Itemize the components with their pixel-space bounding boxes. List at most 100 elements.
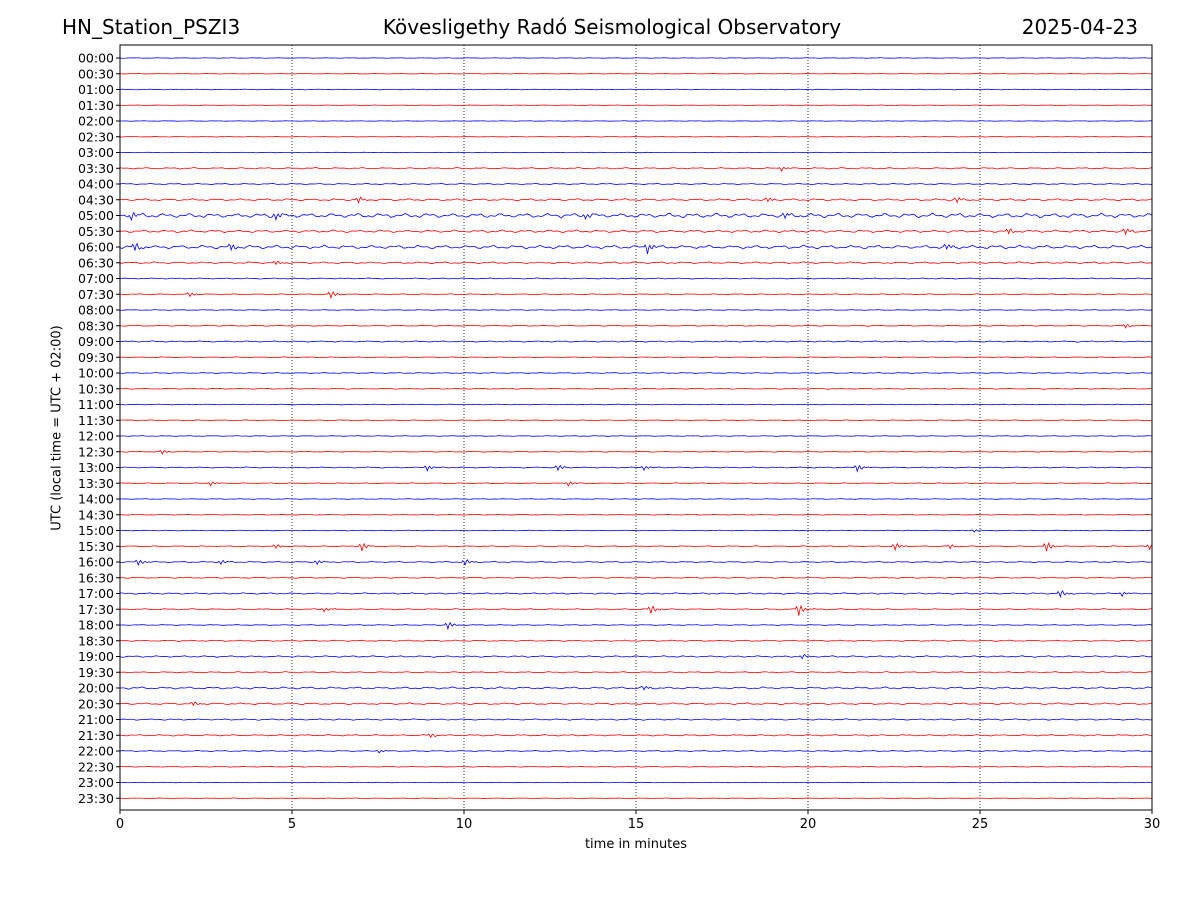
trace-row [120, 781, 1153, 784]
y-tick-label: 16:00 [78, 555, 114, 570]
y-tick-label: 02:00 [78, 114, 114, 129]
x-tick-label: 0 [116, 817, 124, 832]
y-tick-label: 16:30 [78, 570, 114, 585]
y-tick-label: 14:30 [78, 507, 114, 522]
y-tick-label: 00:30 [78, 66, 114, 81]
trace-row [119, 701, 1153, 707]
trace-row [119, 671, 1153, 674]
y-tick-label: 01:30 [78, 98, 114, 113]
trace-row [119, 403, 1153, 406]
y-tick-label: 13:00 [78, 460, 114, 475]
y-tick-label: 19:00 [78, 649, 114, 664]
trace-row [120, 136, 1153, 138]
y-tick-label: 17:30 [78, 602, 114, 617]
trace-row [119, 589, 1153, 599]
y-tick-label: 15:30 [78, 539, 114, 554]
trace-row [119, 356, 1153, 359]
y-tick-label: 05:30 [78, 224, 114, 239]
trace-row [119, 73, 1153, 75]
trace-row [120, 449, 1153, 455]
y-tick-label: 03:30 [78, 161, 114, 176]
y-tick-label: 06:00 [78, 240, 114, 255]
trace-row [119, 166, 1153, 173]
y-tick-label: 19:30 [78, 665, 114, 680]
trace-row [119, 323, 1153, 329]
trace-row [119, 559, 1153, 567]
trace-row [119, 685, 1153, 691]
x-tick-label: 30 [1144, 817, 1161, 832]
trace-row [119, 529, 1153, 533]
y-tick-label: 08:30 [78, 318, 114, 333]
trace-row [119, 718, 1153, 721]
trace-row [119, 277, 1153, 280]
trace-row [119, 57, 1153, 59]
trace-row [119, 242, 1153, 255]
trace-row [119, 639, 1153, 642]
trace-row [119, 621, 1153, 631]
y-tick-label: 02:30 [78, 129, 114, 144]
trace-row [119, 481, 1153, 487]
y-tick-label: 12:00 [78, 429, 114, 444]
station-title: HN_Station_PSZI3 [62, 15, 241, 39]
trace-row [119, 498, 1153, 500]
trace-row [120, 291, 1153, 300]
trace-row [119, 196, 1153, 204]
trace-row [119, 228, 1153, 236]
x-axis-label: time in minutes [584, 837, 688, 852]
y-tick-label: 20:30 [78, 696, 114, 711]
y-tick-label: 20:00 [78, 681, 114, 696]
trace-row [119, 513, 1153, 516]
trace-row [120, 797, 1153, 799]
y-tick-label: 23:30 [78, 791, 114, 806]
y-tick-label: 03:00 [78, 145, 114, 160]
x-tick-label: 20 [800, 817, 817, 832]
y-tick-label: 23:00 [78, 775, 114, 790]
trace-row [119, 435, 1153, 437]
trace-row [119, 653, 1153, 660]
y-tick-label: 08:00 [78, 303, 114, 318]
y-tick-label: 15:00 [78, 523, 114, 538]
trace-row [119, 576, 1153, 579]
date-title: 2025-04-23 [1021, 15, 1138, 39]
x-tick-label: 10 [456, 817, 473, 832]
trace-row [119, 211, 1153, 222]
y-tick-label: 05:00 [78, 208, 114, 223]
y-tick-label: 12:30 [78, 444, 114, 459]
trace-row [119, 88, 1153, 91]
y-tick-label: 18:00 [78, 618, 114, 633]
trace-row [119, 151, 1153, 154]
y-tick-label: 06:30 [78, 255, 114, 270]
trace-row [119, 340, 1153, 343]
trace-row [119, 182, 1153, 186]
trace-row [119, 541, 1153, 552]
y-tick-label: 01:00 [78, 82, 114, 97]
trace-row [119, 765, 1153, 768]
y-tick-label: 00:00 [78, 51, 114, 66]
y-axis-label: UTC (local time = UTC + 02:00) [49, 325, 65, 531]
y-tick-label: 18:30 [78, 633, 114, 648]
trace-row [119, 464, 1153, 473]
trace-row [119, 604, 1153, 616]
y-tick-label: 10:30 [78, 381, 114, 396]
y-tick-label: 21:00 [78, 712, 114, 727]
trace-row [119, 372, 1153, 374]
y-tick-label: 22:30 [78, 759, 114, 774]
y-tick-label: 10:00 [78, 366, 114, 381]
y-tick-label: 17:00 [78, 586, 114, 601]
trace-row [119, 749, 1153, 754]
x-tick-label: 5 [288, 817, 296, 832]
trace-row [119, 387, 1153, 390]
y-tick-label: 09:00 [78, 334, 114, 349]
y-tick-label: 09:30 [78, 350, 114, 365]
y-tick-label: 14:00 [78, 492, 114, 507]
y-tick-label: 11:00 [78, 397, 114, 412]
trace-row [119, 419, 1153, 422]
y-tick-label: 04:00 [78, 177, 114, 192]
x-tick-label: 15 [628, 817, 645, 832]
y-tick-label: 21:30 [78, 728, 114, 743]
x-tick-label: 25 [972, 817, 989, 832]
trace-row [119, 120, 1152, 122]
trace-row [119, 260, 1153, 266]
observatory-title: Kövesligethy Radó Seismological Observat… [382, 15, 842, 39]
